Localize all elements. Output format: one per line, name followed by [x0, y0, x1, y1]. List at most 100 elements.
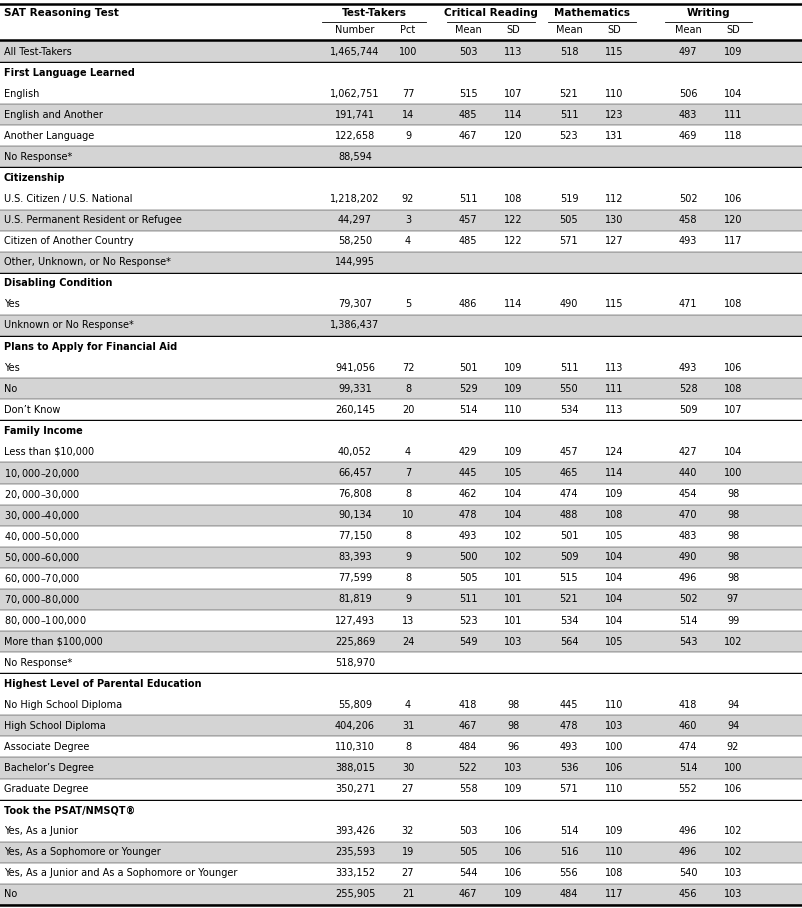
Text: 98: 98: [507, 700, 519, 710]
Text: Disabling Condition: Disabling Condition: [4, 279, 112, 289]
Text: No Response*: No Response*: [4, 657, 72, 667]
Text: 485: 485: [459, 236, 477, 246]
Text: 467: 467: [459, 721, 477, 731]
Bar: [0, 378, 802, 400]
Text: 99: 99: [727, 616, 739, 626]
Text: 556: 556: [560, 868, 578, 878]
Text: 120: 120: [504, 131, 522, 141]
Text: 112: 112: [605, 194, 623, 204]
Text: 103: 103: [724, 868, 742, 878]
Text: Test-Takers: Test-Takers: [342, 8, 407, 18]
Text: 393,426: 393,426: [335, 826, 375, 836]
Bar: [0, 146, 802, 167]
Text: Unknown or No Response*: Unknown or No Response*: [4, 321, 134, 331]
Text: 515: 515: [560, 573, 578, 583]
Text: $60,000–$70,000: $60,000–$70,000: [4, 572, 80, 585]
Text: 9: 9: [405, 595, 411, 605]
Text: 225,869: 225,869: [335, 637, 375, 646]
Text: 104: 104: [724, 89, 742, 99]
Bar: [0, 315, 802, 336]
Text: 117: 117: [605, 890, 623, 900]
Text: 490: 490: [678, 552, 697, 562]
Text: 108: 108: [605, 868, 623, 878]
Text: 107: 107: [504, 89, 522, 99]
Text: 514: 514: [678, 616, 697, 626]
Text: 88,594: 88,594: [338, 152, 372, 162]
Text: Another Language: Another Language: [4, 131, 95, 141]
Text: SD: SD: [726, 25, 740, 35]
Text: $20,000–$30,000: $20,000–$30,000: [4, 488, 80, 500]
Text: 941,056: 941,056: [335, 362, 375, 372]
Text: 445: 445: [560, 700, 578, 710]
Text: 4: 4: [405, 700, 411, 710]
Text: 503: 503: [459, 826, 477, 836]
Text: 522: 522: [459, 763, 477, 773]
Text: 235,593: 235,593: [335, 847, 375, 857]
Text: 100: 100: [724, 468, 742, 478]
Text: 131: 131: [605, 131, 623, 141]
Text: 83,393: 83,393: [338, 552, 372, 562]
Text: 94: 94: [727, 721, 739, 731]
Text: 100: 100: [724, 763, 742, 773]
Text: 534: 534: [560, 616, 578, 626]
Text: Took the PSAT/NMSQT®: Took the PSAT/NMSQT®: [4, 805, 136, 815]
Text: 105: 105: [504, 468, 522, 478]
Text: Bachelor’s Degree: Bachelor’s Degree: [4, 763, 94, 773]
Text: 511: 511: [459, 595, 477, 605]
Text: 27: 27: [402, 868, 415, 878]
Text: 94: 94: [727, 700, 739, 710]
Text: 486: 486: [459, 300, 477, 310]
Text: 8: 8: [405, 742, 411, 752]
Text: 30: 30: [402, 763, 414, 773]
Text: 514: 514: [678, 763, 697, 773]
Text: 484: 484: [560, 890, 578, 900]
Text: 523: 523: [560, 131, 578, 141]
Text: 429: 429: [459, 447, 477, 457]
Text: 456: 456: [678, 890, 697, 900]
Text: 102: 102: [504, 531, 522, 541]
Text: 333,152: 333,152: [335, 868, 375, 878]
Text: 529: 529: [459, 384, 477, 394]
Text: 111: 111: [605, 384, 623, 394]
Text: 105: 105: [605, 531, 623, 541]
Text: Number: Number: [335, 25, 375, 35]
Text: 552: 552: [678, 785, 698, 794]
Text: 109: 109: [504, 384, 522, 394]
Text: 106: 106: [504, 826, 522, 836]
Text: Yes, As a Junior: Yes, As a Junior: [4, 826, 78, 836]
Text: 105: 105: [605, 637, 623, 646]
Text: 106: 106: [605, 763, 623, 773]
Text: Yes: Yes: [4, 362, 20, 372]
Text: $10,000–$20,000: $10,000–$20,000: [4, 467, 80, 479]
Text: 509: 509: [678, 405, 697, 415]
Bar: [0, 547, 802, 568]
Text: Critical Reading: Critical Reading: [444, 8, 538, 18]
Text: 1,218,202: 1,218,202: [330, 194, 380, 204]
Text: 469: 469: [678, 131, 697, 141]
Text: 467: 467: [459, 131, 477, 141]
Text: 101: 101: [504, 595, 522, 605]
Text: 98: 98: [727, 489, 739, 499]
Text: 108: 108: [504, 194, 522, 204]
Text: 518,970: 518,970: [335, 657, 375, 667]
Bar: [0, 757, 802, 778]
Bar: [0, 104, 802, 125]
Text: 501: 501: [560, 531, 578, 541]
Text: 8: 8: [405, 531, 411, 541]
Text: 485: 485: [459, 110, 477, 120]
Text: 534: 534: [560, 405, 578, 415]
Text: 106: 106: [724, 785, 742, 794]
Text: 519: 519: [560, 194, 578, 204]
Text: 509: 509: [560, 552, 578, 562]
Text: Yes: Yes: [4, 300, 20, 310]
Text: 502: 502: [678, 194, 697, 204]
Bar: [0, 716, 802, 736]
Text: Don’t Know: Don’t Know: [4, 405, 60, 415]
Text: 467: 467: [459, 890, 477, 900]
Text: 478: 478: [560, 721, 578, 731]
Bar: [0, 631, 802, 652]
Text: 10: 10: [402, 510, 414, 520]
Text: 540: 540: [678, 868, 697, 878]
Text: 113: 113: [504, 46, 522, 56]
Text: 114: 114: [504, 110, 522, 120]
